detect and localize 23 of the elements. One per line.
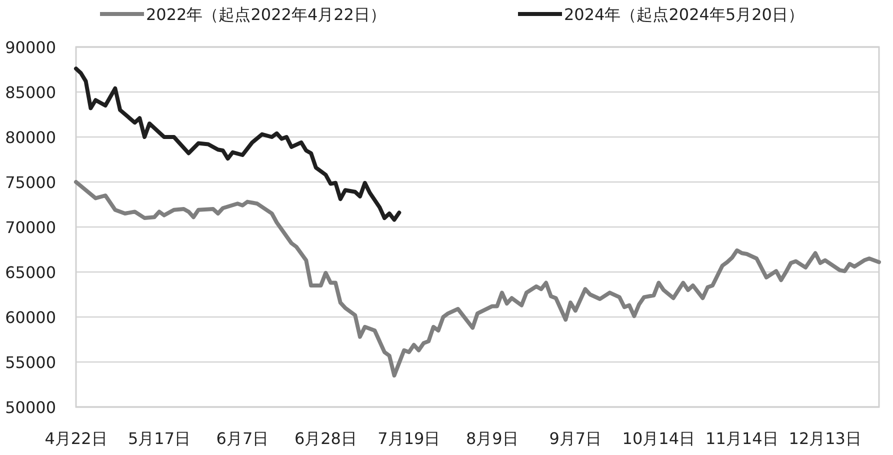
x-tick-label: 8月9日 — [466, 429, 518, 448]
x-tick-label: 6月7日 — [216, 429, 269, 448]
x-tick-label: 12月13日 — [788, 429, 862, 448]
y-tick-label: 60000 — [5, 308, 56, 327]
y-tick-label: 90000 — [5, 38, 56, 57]
y-tick-label: 80000 — [5, 128, 56, 147]
x-tick-label: 4月22日 — [44, 429, 108, 448]
y-tick-label: 65000 — [5, 263, 56, 282]
x-tick-label: 7月19日 — [378, 429, 440, 448]
x-tick-label: 9月7日 — [549, 429, 602, 448]
x-tick-label: 10月14日 — [622, 429, 696, 448]
y-tick-label: 50000 — [5, 398, 56, 417]
y-tick-label: 70000 — [5, 218, 56, 237]
y-tick-label: 55000 — [5, 353, 56, 372]
legend-label: 2022年（起点2022年4月22日） — [146, 5, 386, 24]
x-tick-label: 11月14日 — [706, 429, 778, 448]
x-tick-label: 6月28日 — [294, 429, 357, 448]
legend-label: 2024年（起点2024年5月20日） — [564, 5, 804, 24]
line-series — [74, 180, 881, 378]
y-tick-label: 75000 — [5, 173, 56, 192]
line-series — [74, 66, 402, 222]
x-tick-label: 5月17日 — [128, 429, 191, 448]
y-tick-label: 85000 — [5, 83, 56, 102]
